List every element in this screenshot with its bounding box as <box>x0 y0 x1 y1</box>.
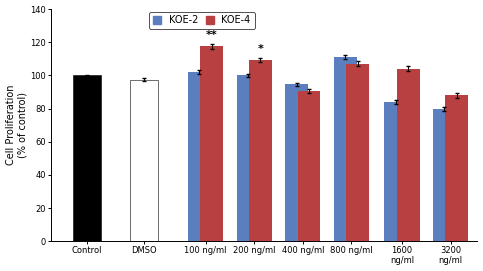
Text: *: * <box>257 44 263 54</box>
Bar <box>73 75 100 241</box>
Bar <box>445 95 468 241</box>
Text: **: ** <box>206 30 218 40</box>
Bar <box>298 91 320 241</box>
Bar <box>129 79 157 241</box>
Bar <box>346 64 369 241</box>
Bar <box>200 46 223 241</box>
Bar <box>188 72 211 241</box>
Bar <box>285 85 308 241</box>
Bar <box>433 109 456 241</box>
Bar <box>334 57 356 241</box>
Bar <box>384 102 407 241</box>
Y-axis label: Cell Proliferation
(% of control): Cell Proliferation (% of control) <box>6 85 27 165</box>
Bar <box>237 75 259 241</box>
Bar <box>397 69 420 241</box>
Bar <box>249 60 272 241</box>
Legend: KOE-2, KOE-4: KOE-2, KOE-4 <box>149 12 255 29</box>
